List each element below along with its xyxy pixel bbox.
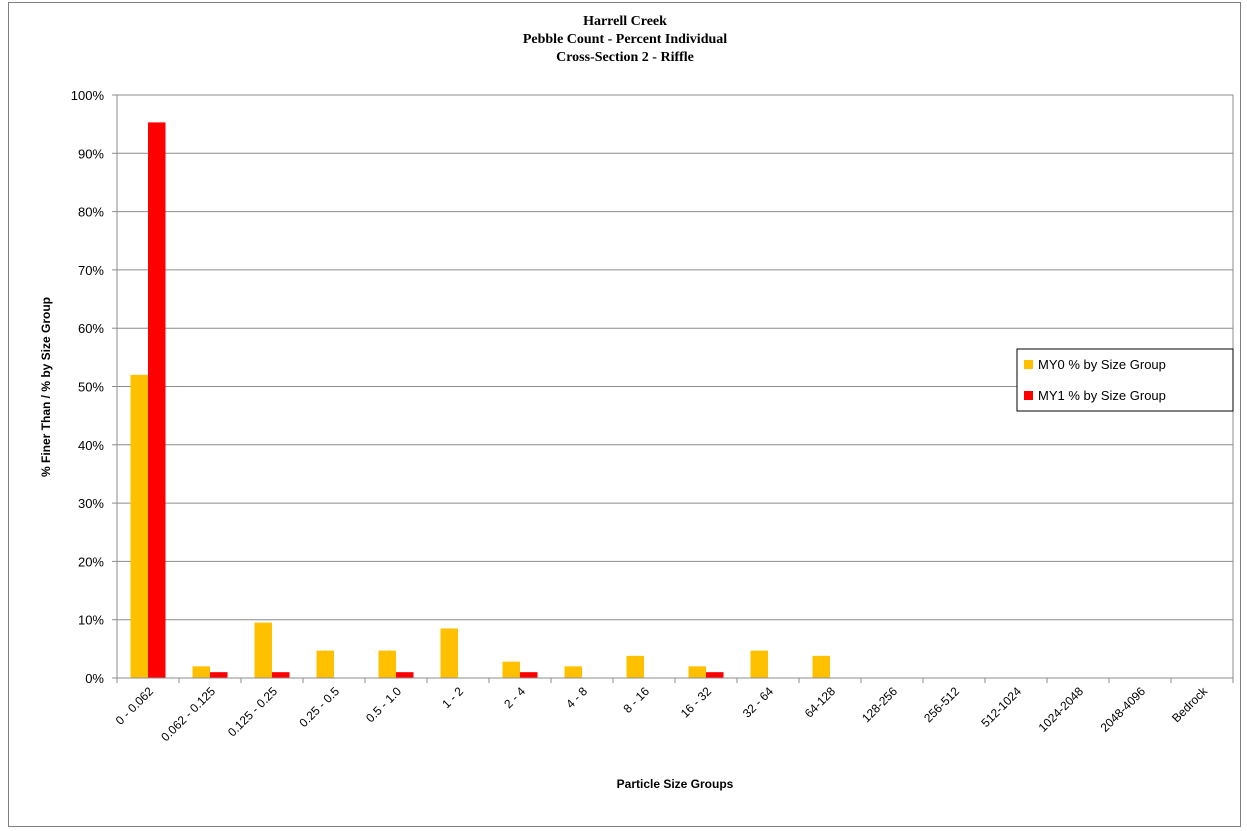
x-tick-label: 4 - 8 (563, 684, 590, 711)
y-tick-label: 20% (78, 554, 104, 569)
x-tick-label: 0.125 - 0.25 (225, 684, 280, 739)
bar-my0 (626, 655, 644, 678)
x-tick-label: 32 - 64 (740, 684, 777, 721)
y-tick-label: 50% (78, 380, 104, 395)
bar-my1 (520, 672, 538, 678)
bar-my1 (396, 672, 414, 678)
bar-my0 (688, 666, 706, 678)
y-tick-label: 10% (78, 613, 104, 628)
x-tick-label: 1024-2048 (1036, 684, 1087, 735)
y-tick-label: 30% (78, 496, 104, 511)
x-tick-label: 0 - 0.062 (113, 684, 157, 728)
title-line-2: Pebble Count - Percent Individual (523, 32, 727, 47)
legend-label-my0: MY0 % by Size Group (1038, 357, 1166, 372)
legend: MY0 % by Size Group MY1 % by Size Group (1016, 348, 1234, 412)
legend-label-my1: MY1 % by Size Group (1038, 388, 1166, 403)
chart-title: Harrell Creek Pebble Count - Percent Ind… (523, 14, 727, 65)
y-tick-label: 90% (78, 146, 104, 161)
y-axis-title: % Finer Than / % by Size Group (39, 297, 53, 477)
bar-my0 (440, 628, 458, 678)
bar-my0 (192, 666, 210, 678)
bars (130, 122, 830, 678)
x-tick-label: 2048-4096 (1098, 684, 1149, 735)
bar-my0 (750, 650, 768, 678)
x-tick-label: 2 - 4 (501, 684, 528, 711)
y-tick-label: 70% (78, 263, 104, 278)
y-tick-labels: 0% 10% 20% 30% 40% 50% 60% 70% 80% 90% 100% (71, 88, 105, 686)
x-tick-label: 64-128 (802, 684, 839, 721)
bar-my0 (378, 650, 396, 678)
bar-my1 (272, 672, 290, 678)
x-tick-label: Bedrock (1169, 684, 1211, 726)
legend-box (1016, 348, 1234, 412)
x-tick-labels: 0 - 0.062 0.062 - 0.125 0.125 - 0.25 0.25 -… (113, 684, 1211, 745)
x-tick-label: 8 - 16 (621, 684, 653, 716)
x-tick-label: 0.5 - 1.0 (363, 684, 404, 725)
y-tick-label: 0% (85, 671, 104, 686)
title-line-1: Harrell Creek (583, 14, 667, 29)
x-tick-label: 256-512 (921, 684, 962, 725)
bar-my0 (130, 374, 148, 678)
x-tick-label: 0.25 - 0.5 (296, 684, 342, 730)
chart-frame (8, 2, 1241, 827)
bar-my0 (254, 622, 272, 678)
x-tick-label: 512-1024 (978, 684, 1024, 730)
bar-my1 (706, 672, 724, 678)
bar-my1 (148, 122, 166, 678)
bar-my0 (564, 666, 582, 678)
x-tick-label: 1 - 2 (439, 684, 466, 711)
y-tick-label: 80% (78, 205, 104, 220)
x-tick-label: 16 - 32 (678, 684, 715, 721)
x-tick-label: 0.062 - 0.125 (158, 684, 218, 744)
legend-swatch-my1 (1024, 391, 1033, 400)
x-axis-title: Particle Size Groups (617, 777, 734, 791)
title-line-3: Cross-Section 2 - Riffle (556, 50, 694, 65)
y-tick-label: 60% (78, 321, 104, 336)
x-tick-label: 128-256 (859, 684, 900, 725)
bar-my0 (812, 655, 830, 678)
legend-swatch-my0 (1024, 360, 1033, 369)
bar-my0 (316, 650, 334, 678)
y-tick-label: 40% (78, 438, 104, 453)
bar-my0 (502, 661, 520, 678)
y-tick-label: 100% (71, 88, 105, 103)
bar-my1 (210, 672, 228, 678)
